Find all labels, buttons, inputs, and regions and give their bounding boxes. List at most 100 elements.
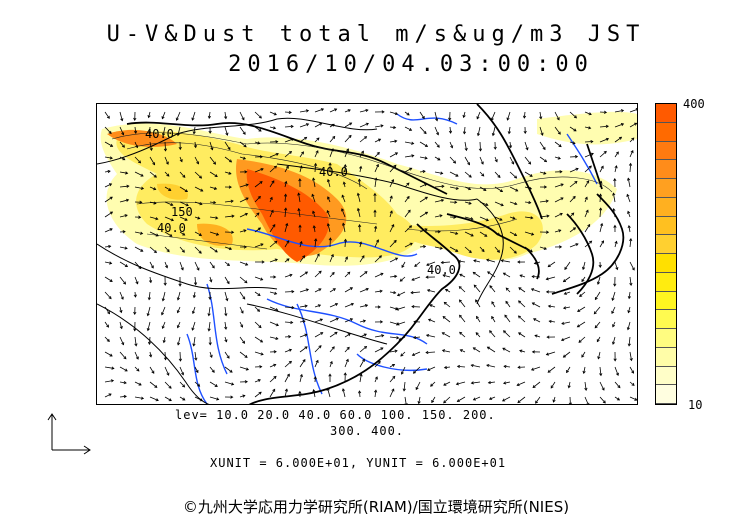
wind-vector-head <box>476 133 481 137</box>
wind-vector-head <box>448 117 452 121</box>
wind-vector-head <box>179 159 183 163</box>
wind-vector <box>269 153 279 158</box>
wind-vector-head <box>589 240 593 244</box>
wind-vector-head <box>312 389 316 393</box>
wind-vector <box>344 347 350 353</box>
wind-vector <box>397 291 406 296</box>
wind-vector-head <box>598 193 603 197</box>
wind-vector-head <box>424 144 429 147</box>
wind-vector-head <box>602 400 606 404</box>
wind-vector-head <box>182 174 186 178</box>
wind-vector-head <box>393 239 397 243</box>
wind-vector-head <box>288 335 292 339</box>
wind-vector-head <box>443 301 447 305</box>
wind-vector <box>411 276 421 281</box>
wind-vector <box>239 395 245 398</box>
wind-vector <box>389 376 396 383</box>
wind-vector <box>119 126 124 135</box>
wind-vector-head <box>517 365 521 369</box>
wind-vector-head <box>274 240 278 244</box>
wind-vector <box>539 156 547 163</box>
wind-vector-head <box>590 140 594 144</box>
wind-vector-head <box>502 347 506 351</box>
wind-vector-head <box>472 397 477 401</box>
wind-vector <box>599 240 604 248</box>
wind-vector-head <box>620 109 625 113</box>
wind-vector-head <box>120 296 124 300</box>
colorbar-segment <box>656 197 676 217</box>
wind-vector <box>104 111 110 119</box>
wind-vector-head <box>211 369 215 373</box>
wind-vector-head <box>200 188 204 192</box>
wind-vector <box>284 306 294 309</box>
wind-vector <box>329 254 334 263</box>
wind-vector <box>164 186 171 191</box>
wind-vector-head <box>442 274 446 278</box>
wind-vector <box>612 336 616 345</box>
wind-vector-head <box>146 313 150 317</box>
wind-vector <box>134 186 144 190</box>
wind-vector <box>284 138 294 143</box>
wind-vector-head <box>566 370 569 374</box>
wind-vector-head <box>573 128 577 132</box>
wind-vector <box>374 361 381 368</box>
wind-vector <box>254 351 264 355</box>
wind-vector <box>504 365 511 368</box>
wind-vector-head <box>125 171 129 175</box>
wind-vector-head <box>601 240 605 244</box>
wind-vector-head <box>598 264 602 268</box>
wind-vector <box>314 288 322 293</box>
wind-vector-head <box>109 261 113 265</box>
wind-vector-head <box>393 164 397 168</box>
wind-vector-head <box>258 391 262 395</box>
wind-vector <box>389 152 398 158</box>
wind-vector <box>509 141 512 148</box>
wind-vector-head <box>376 151 380 156</box>
colorbar-segment <box>656 160 676 179</box>
wind-vector-head <box>334 302 339 306</box>
wind-vector-head <box>374 389 378 393</box>
wind-vector-head <box>290 137 295 142</box>
wind-vector-head <box>435 118 439 122</box>
wind-vector <box>578 336 586 343</box>
wind-vector <box>549 320 556 323</box>
wind-vector-head <box>564 266 568 270</box>
wind-vector <box>329 136 336 143</box>
wind-vector <box>329 108 337 113</box>
wind-vector <box>344 135 352 143</box>
wind-vector-head <box>298 390 302 394</box>
wind-vector <box>284 361 292 368</box>
wind-vector <box>444 366 451 369</box>
colorbar <box>655 103 677 405</box>
wind-vector-head <box>356 192 360 196</box>
wind-vector-head <box>423 131 427 135</box>
wind-vector <box>224 126 228 136</box>
wind-vector <box>284 349 292 353</box>
wind-vector-head <box>244 354 248 358</box>
wind-vector-head <box>464 147 468 152</box>
wind-vector-head <box>273 350 277 354</box>
wind-vector-head <box>120 118 124 122</box>
wind-vector-head <box>184 217 188 221</box>
wind-vector-head <box>258 325 262 329</box>
wind-vector <box>179 246 185 253</box>
wind-vector <box>209 171 218 177</box>
wind-vector <box>374 255 382 263</box>
wind-vector-head <box>148 280 153 284</box>
wind-vector-head <box>588 126 592 130</box>
wind-vector-head <box>459 273 463 277</box>
wind-vector-head <box>124 368 128 372</box>
wind-vector-head <box>505 287 509 291</box>
wind-vector <box>344 287 353 293</box>
wind-vector <box>426 334 436 338</box>
wind-vector <box>194 186 203 192</box>
wind-vector-head <box>149 147 153 152</box>
wind-vector-head <box>486 346 490 350</box>
wind-vector-head <box>518 332 522 336</box>
wind-vector-head <box>473 284 477 288</box>
wind-vector-head <box>374 376 378 380</box>
wind-vector-head <box>258 128 262 132</box>
wind-vector-head <box>341 388 346 392</box>
wind-vector-head <box>443 400 447 404</box>
wind-vector-head <box>318 288 322 292</box>
